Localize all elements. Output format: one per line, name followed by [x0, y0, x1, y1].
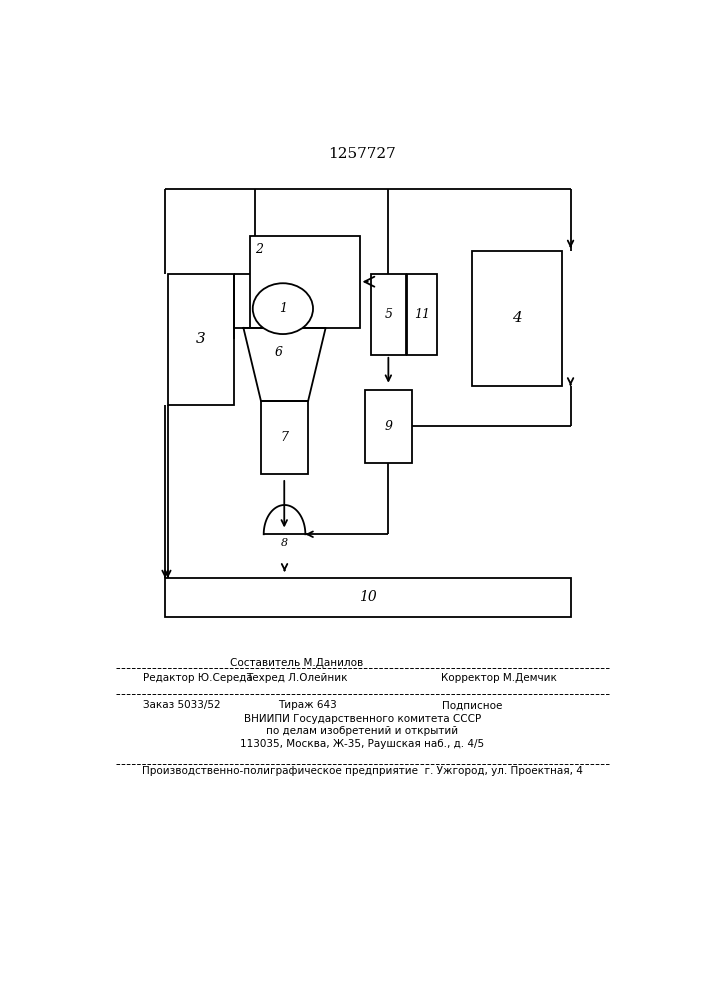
Text: Подписное: Подписное [442, 700, 502, 710]
Text: Заказ 5033/52: Заказ 5033/52 [144, 700, 221, 710]
Text: 9: 9 [385, 420, 392, 433]
Text: Техред Л.Олейник: Техред Л.Олейник [246, 673, 347, 683]
Text: Составитель М.Данилов: Составитель М.Данилов [230, 658, 363, 668]
Text: 1: 1 [279, 302, 287, 315]
Bar [407, 274, 438, 355]
Text: 113035, Москва, Ж-35, Раушская наб., д. 4/5: 113035, Москва, Ж-35, Раушская наб., д. … [240, 739, 484, 749]
Bar [472, 251, 562, 386]
Text: Корректор М.Демчик: Корректор М.Демчик [441, 673, 557, 683]
Text: 1257727: 1257727 [329, 147, 396, 161]
Text: 2: 2 [255, 243, 264, 256]
Bar [165, 578, 571, 617]
Bar [250, 235, 360, 328]
Text: 8: 8 [281, 538, 288, 548]
Text: 4: 4 [513, 311, 522, 325]
Text: Редактор Ю.Середа: Редактор Ю.Середа [144, 673, 253, 683]
Bar [261, 401, 308, 474]
Text: Тираж 643: Тираж 643 [278, 700, 337, 710]
Text: 6: 6 [275, 346, 283, 359]
Text: 5: 5 [385, 308, 392, 321]
Text: по делам изобретений и открытий: по делам изобретений и открытий [267, 726, 458, 736]
Text: 10: 10 [359, 590, 377, 604]
Bar [168, 274, 233, 405]
Text: 7: 7 [280, 431, 288, 444]
Bar [370, 274, 407, 355]
Text: 3: 3 [196, 332, 206, 346]
Bar [365, 389, 411, 463]
Text: ВНИИПИ Государственного комитета СССР: ВНИИПИ Государственного комитета СССР [244, 714, 481, 724]
Text: 11: 11 [414, 308, 431, 321]
Text: Производственно-полиграфическое предприятие  г. Ужгород, ул. Проектная, 4: Производственно-полиграфическое предприя… [142, 766, 583, 776]
Ellipse shape [253, 283, 313, 334]
